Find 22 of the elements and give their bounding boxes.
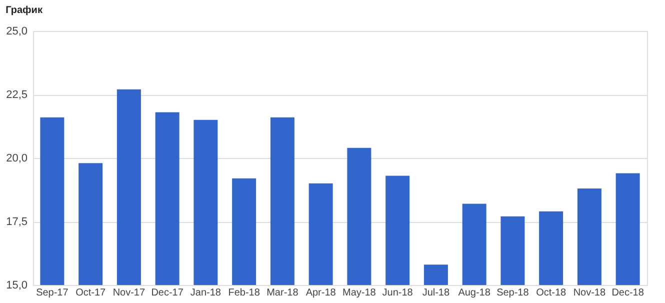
x-tick-label: Dec-17 <box>151 288 184 298</box>
y-tick-label: 22,5 <box>6 89 28 101</box>
x-tick-label: Nov-18 <box>573 288 606 298</box>
x-tick-label: Jul-18 <box>422 288 450 298</box>
x-tick-label: May-18 <box>342 288 376 298</box>
x-tick-label: Nov-17 <box>112 288 146 298</box>
x-tick-label: Sep-17 <box>36 288 69 298</box>
x-tick-label: Sep-18 <box>496 288 530 298</box>
y-tick-label: 25,0 <box>6 26 28 38</box>
x-tick-label: Jun-18 <box>382 288 414 298</box>
x-tick-label: Mar-18 <box>266 288 299 298</box>
x-tick-label: Oct-18 <box>536 288 567 298</box>
x-tick-label: Feb-18 <box>228 288 260 298</box>
chart-title: График <box>6 5 44 16</box>
x-tick-label: Dec-18 <box>612 288 644 298</box>
y-tick-label: 15,0 <box>6 280 28 292</box>
y-tick-label: 20,0 <box>6 152 28 164</box>
x-tick-label: Jan-18 <box>190 288 222 298</box>
x-tick-label: Oct-17 <box>76 288 106 298</box>
y-tick-label: 17,5 <box>6 216 28 228</box>
x-tick-label: Apr-18 <box>306 288 336 298</box>
x-tick-label: Aug-18 <box>458 288 491 298</box>
